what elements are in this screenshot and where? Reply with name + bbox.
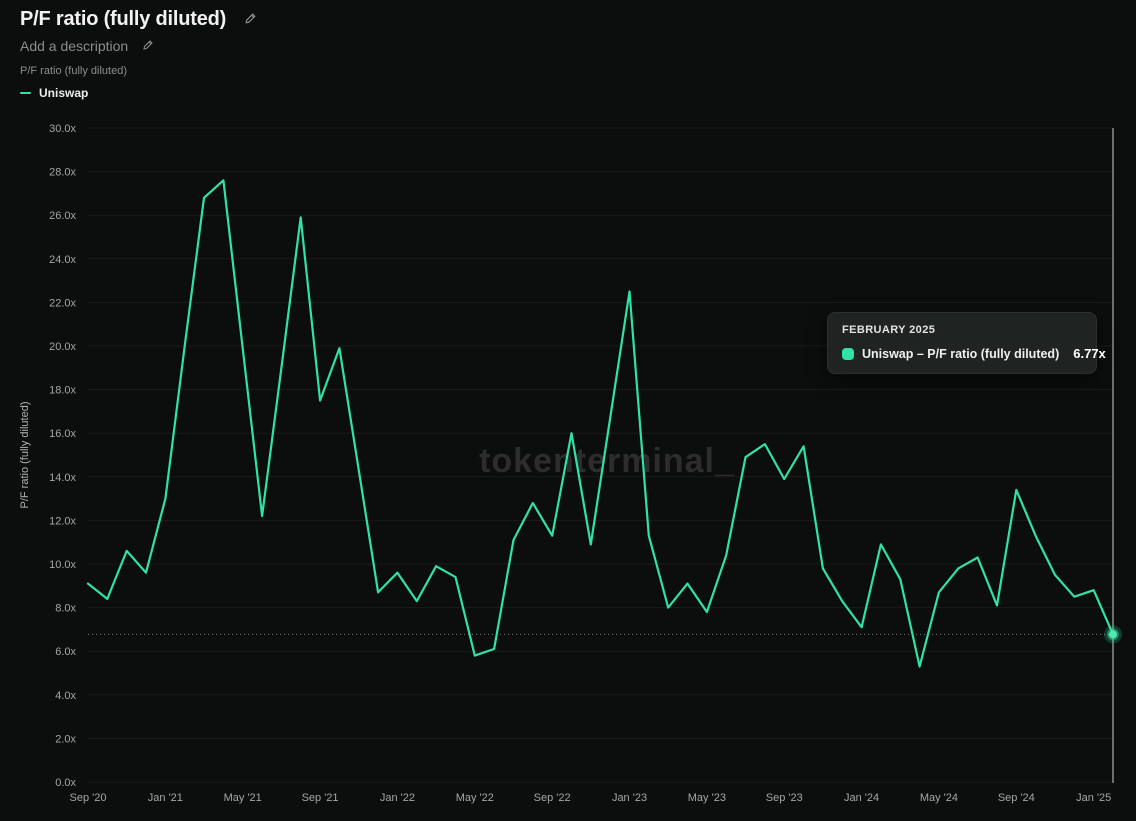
- x-tick-label: Sep '20: [70, 792, 107, 804]
- x-tick-label: Sep '22: [534, 792, 571, 804]
- x-tick-label: Jan '23: [612, 792, 647, 804]
- y-tick-label: 14.0x: [49, 472, 76, 484]
- y-tick-label: 26.0x: [49, 210, 76, 222]
- y-tick-label: 4.0x: [55, 690, 76, 702]
- chart-legend: P/F ratio (fully diluted) Uniswap: [20, 65, 127, 100]
- tooltip-series-swatch: [842, 347, 854, 360]
- x-tick-label: May '22: [456, 792, 494, 804]
- tooltip-value: 6.77x: [1073, 346, 1106, 361]
- x-tick-label: Jan '21: [148, 792, 183, 804]
- y-tick-label: 12.0x: [49, 515, 76, 527]
- chart-description[interactable]: Add a description: [20, 38, 129, 54]
- chart-header: P/F ratio (fully diluted) Add a descript…: [20, 8, 257, 54]
- chart-tooltip: FEBRUARY 2025 Uniswap – P/F ratio (fully…: [827, 312, 1106, 374]
- y-tick-label: 24.0x: [49, 254, 76, 266]
- y-tick-label: 20.0x: [49, 341, 76, 353]
- series-color-dash: [20, 92, 31, 94]
- y-tick-label: 30.0x: [49, 123, 76, 135]
- x-tick-label: Jan '22: [380, 792, 415, 804]
- x-tick-label: May '21: [224, 792, 262, 804]
- metric-label: P/F ratio (fully diluted): [20, 65, 127, 77]
- y-tick-label: 8.0x: [55, 603, 76, 615]
- y-tick-label: 6.0x: [55, 646, 76, 658]
- watermark: tokenterminal_: [479, 442, 735, 480]
- page-title: P/F ratio (fully diluted): [20, 8, 227, 30]
- pencil-icon: [142, 39, 154, 54]
- y-tick-label: 16.0x: [49, 428, 76, 440]
- y-axis-title: P/F ratio (fully diluted): [19, 402, 31, 509]
- x-tick-label: May '23: [688, 792, 726, 804]
- x-tick-label: May '24: [920, 792, 958, 804]
- series-name: Uniswap: [39, 86, 89, 100]
- y-tick-label: 18.0x: [49, 385, 76, 397]
- pencil-icon: [244, 12, 257, 28]
- x-tick-label: Sep '21: [302, 792, 339, 804]
- tooltip-date: FEBRUARY 2025: [842, 324, 936, 336]
- tooltip-series-label: Uniswap – P/F ratio (fully diluted): [862, 346, 1060, 361]
- y-tick-label: 10.0x: [49, 559, 76, 571]
- x-tick-label: Sep '24: [998, 792, 1035, 804]
- series-line-uniswap[interactable]: [86, 179, 1115, 668]
- y-tick-label: 28.0x: [49, 167, 76, 179]
- y-tick-label: 22.0x: [49, 297, 76, 309]
- legend-series-uniswap[interactable]: Uniswap: [20, 86, 127, 100]
- x-tick-label: Jan '25: [1076, 792, 1111, 804]
- y-tick-label: 2.0x: [55, 733, 76, 745]
- x-tick-label: Jan '24: [844, 792, 879, 804]
- y-tick-label: 0.0x: [55, 777, 76, 789]
- x-tick-label: Sep '23: [766, 792, 803, 804]
- edit-description-button[interactable]: [142, 39, 154, 54]
- end-point-dot[interactable]: [1109, 630, 1117, 639]
- edit-title-button[interactable]: [244, 12, 257, 28]
